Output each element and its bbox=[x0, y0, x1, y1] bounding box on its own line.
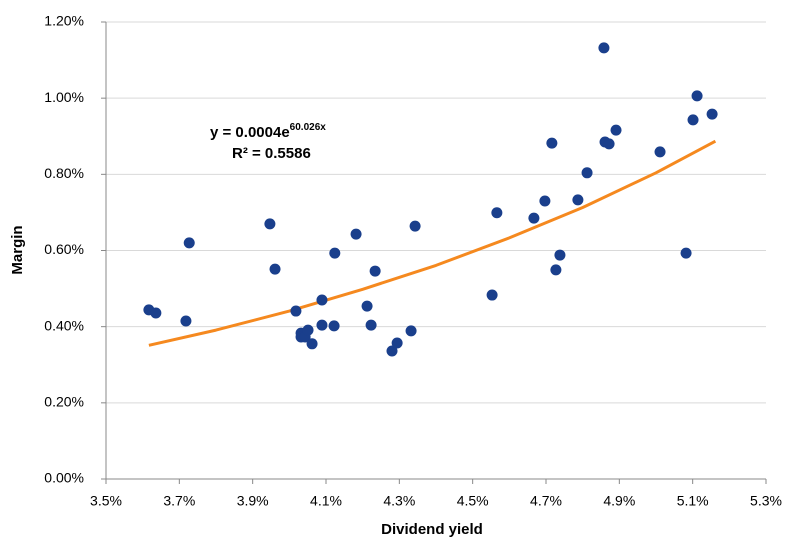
x-tick-label: 5.1% bbox=[677, 493, 709, 509]
point bbox=[350, 228, 362, 240]
point bbox=[183, 237, 195, 249]
point bbox=[328, 320, 340, 332]
point bbox=[306, 338, 318, 350]
plot: 0.00% 0.20% 0.40% 0.60% 0.80% 1.00% 1.20% 3.5% 3… bbox=[44, 13, 782, 509]
x-tick-label: 3.7% bbox=[163, 493, 195, 509]
point bbox=[554, 249, 566, 261]
point bbox=[486, 289, 498, 301]
x-tick-label: 4.3% bbox=[383, 493, 415, 509]
point bbox=[610, 124, 622, 136]
r-squared: R² = 0.5586 bbox=[232, 145, 311, 162]
point bbox=[598, 42, 610, 54]
y-tick-label: 0.00% bbox=[44, 470, 84, 486]
point bbox=[654, 146, 666, 158]
y-axis-title: Margin bbox=[9, 225, 26, 274]
point bbox=[572, 194, 584, 206]
x-tick-label: 3.9% bbox=[237, 493, 269, 509]
point bbox=[361, 300, 373, 312]
point bbox=[691, 90, 703, 102]
y-tick-label: 1.00% bbox=[44, 89, 84, 105]
x-tick-label: 5.3% bbox=[750, 493, 782, 509]
x-axis-title: Dividend yield bbox=[381, 521, 483, 538]
point bbox=[687, 114, 699, 126]
x-tick-label: 4.5% bbox=[457, 493, 489, 509]
point bbox=[316, 319, 328, 331]
point bbox=[603, 138, 615, 150]
point bbox=[150, 307, 162, 319]
point bbox=[180, 315, 192, 327]
point bbox=[269, 263, 281, 275]
point bbox=[405, 325, 417, 337]
point bbox=[391, 337, 403, 349]
point bbox=[539, 195, 551, 207]
point bbox=[550, 264, 562, 276]
point bbox=[386, 345, 398, 357]
point bbox=[316, 294, 328, 306]
x-tick-label: 4.9% bbox=[603, 493, 635, 509]
point bbox=[409, 220, 421, 232]
point bbox=[302, 324, 314, 336]
point bbox=[264, 218, 276, 230]
point bbox=[369, 265, 381, 277]
y-tick-label: 1.20% bbox=[44, 13, 84, 29]
y-tick-label: 0.80% bbox=[44, 165, 84, 181]
x-tick-label: 4.1% bbox=[310, 493, 342, 509]
point bbox=[546, 137, 558, 149]
x-tick-label: 3.5% bbox=[90, 493, 122, 509]
trendline bbox=[148, 139, 717, 347]
trend-equation: y = 0.0004e60.026x bbox=[210, 122, 326, 141]
y-tick-label: 0.20% bbox=[44, 394, 84, 410]
point bbox=[680, 247, 692, 259]
point bbox=[290, 305, 302, 317]
y-tick-label: 0.40% bbox=[44, 317, 84, 333]
point bbox=[528, 212, 540, 224]
equation-base: y = 0.0004e bbox=[210, 124, 290, 141]
equation-exponent: 60.026x bbox=[290, 122, 327, 133]
point bbox=[581, 167, 593, 179]
x-tick-label: 4.7% bbox=[530, 493, 562, 509]
point bbox=[365, 319, 377, 331]
y-tick-label: 0.60% bbox=[44, 241, 84, 257]
point bbox=[329, 247, 341, 259]
point bbox=[706, 108, 718, 120]
point bbox=[491, 207, 503, 219]
